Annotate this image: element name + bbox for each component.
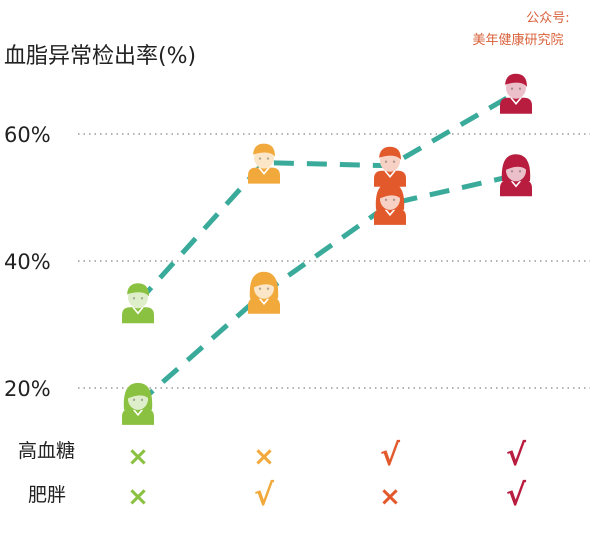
cross-mark-obesity-3: × — [379, 482, 401, 512]
y-axis-title: 血脂异常检出率(%) — [4, 44, 196, 69]
y-tick-label-40: 40% — [4, 250, 51, 274]
cross-mark-obesity-1: × — [127, 482, 149, 512]
cross-mark-high-blood-sugar-1: × — [127, 442, 149, 472]
series-line-female — [136, 172, 517, 406]
check-mark-obesity-4: √ — [506, 478, 527, 513]
series-markers — [122, 73, 532, 425]
female-icon — [248, 271, 280, 314]
row-label-obesity: 肥胖 — [28, 484, 66, 506]
y-tick-labels: 20% 40% 60% — [4, 123, 51, 401]
female-icon — [122, 382, 154, 425]
row-label-high-blood-sugar: 高血糖 — [18, 440, 75, 462]
condition-marks: × × × √ √ × √ √ — [127, 438, 527, 513]
series-lines — [136, 90, 518, 406]
watermark-line2: 美年健康研究院 — [472, 32, 563, 48]
watermark-line1: 公众号: — [526, 11, 569, 26]
series-line-male — [136, 90, 518, 304]
cross-mark-high-blood-sugar-2: × — [253, 442, 275, 472]
male-icon — [500, 73, 532, 114]
y-tick-label-20: 20% — [4, 377, 51, 401]
female-icon — [500, 154, 532, 197]
male-icon — [374, 146, 406, 187]
male-icon — [122, 283, 154, 324]
female-icon — [374, 182, 406, 225]
check-mark-obesity-2: √ — [254, 478, 275, 513]
male-icon — [248, 143, 280, 184]
check-mark-high-blood-sugar-3: √ — [380, 438, 401, 473]
y-tick-label-60: 60% — [4, 123, 51, 147]
check-mark-high-blood-sugar-4: √ — [506, 438, 527, 473]
